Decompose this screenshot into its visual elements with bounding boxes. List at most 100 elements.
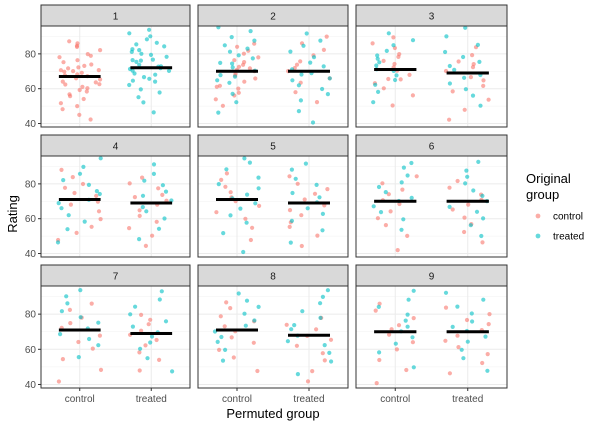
data-point-control [80,181,86,187]
data-point-control [450,89,455,94]
data-point-control [310,369,315,374]
data-point-treated [241,249,246,255]
data-point-treated [149,334,155,339]
data-point-control [487,312,492,317]
data-point-treated [134,59,139,64]
data-point-treated [147,27,152,32]
data-point-treated [98,156,103,161]
y-axis-title: Rating [5,195,20,233]
panel-4: 4 [40,134,191,258]
data-point-treated [321,64,326,69]
data-point-treated [293,176,298,181]
data-point-control [75,58,80,63]
data-point-treated [327,76,332,81]
panel-background [356,156,507,257]
data-point-control [68,321,73,326]
data-point-treated [127,82,132,88]
data-point-control [455,178,460,184]
data-point-treated [256,304,261,309]
data-point-treated [377,350,382,355]
data-point-control [137,213,142,218]
data-point-treated [290,78,295,83]
data-point-treated [76,355,81,360]
facet-strip-label: 4 [113,142,119,153]
data-point-treated [141,100,146,105]
data-point-treated [164,54,169,59]
data-point-treated [478,103,483,108]
data-point-treated [215,339,220,344]
data-point-treated [238,206,243,211]
data-point-control [85,86,90,91]
panel-border [197,285,349,389]
data-point-treated [305,206,310,211]
facet-strip-label: 3 [429,12,435,23]
data-point-control [214,210,219,215]
data-point-control [464,317,470,323]
data-point-treated [447,63,452,69]
data-point-control [218,314,223,319]
data-point-control [481,83,486,88]
data-point-control [79,70,84,75]
data-point-treated [61,178,66,183]
data-point-treated [244,220,249,225]
data-point-treated [371,204,376,209]
data-point-treated [140,193,146,198]
data-point-treated [477,59,482,64]
data-point-treated [144,37,149,42]
x-tick-label: control [380,394,410,405]
data-point-treated [327,350,332,355]
data-point-treated [56,201,61,206]
data-point-control [72,190,77,196]
data-point-treated [320,294,325,299]
data-point-treated [234,100,239,105]
data-point-control [66,66,71,71]
data-point-control [447,185,452,190]
data-point-treated [285,339,290,344]
data-point-control [77,87,82,93]
data-point-control [480,360,485,366]
data-point-control [299,243,304,249]
data-point-treated [376,184,382,190]
x-tick-label: treated [293,394,324,405]
data-point-control [139,328,144,333]
data-point-treated [468,223,473,228]
data-point-treated [77,171,83,176]
data-point-control [88,53,93,58]
data-point-treated [162,216,167,221]
y-tick-label: 80 [25,179,37,190]
data-point-control [139,312,144,317]
data-point-treated [289,327,294,332]
y-tick-label: 80 [25,310,37,321]
data-point-treated [299,72,304,77]
data-point-treated [218,60,223,65]
data-point-control [224,300,229,305]
data-point-treated [376,304,381,309]
data-point-control [293,90,298,95]
data-point-control [98,217,103,222]
data-point-treated [151,171,156,176]
data-point-control [462,107,467,112]
panel-border [355,285,508,389]
data-point-treated [245,46,250,51]
data-point-control [127,181,132,186]
data-point-control [154,337,159,343]
data-point-treated [318,38,323,43]
data-point-treated [148,52,154,58]
data-point-control [255,368,260,374]
data-point-treated [156,226,162,231]
data-point-treated [252,318,257,323]
data-point-control [60,357,65,362]
data-point-control [62,69,67,74]
data-point-control [322,358,327,363]
data-point-control [298,59,303,64]
data-point-control [374,381,379,386]
data-point-treated [403,318,408,323]
data-point-treated [230,61,235,66]
data-point-treated [137,62,142,67]
data-point-treated [256,175,261,180]
data-point-treated [244,298,250,303]
data-point-control [137,208,142,213]
data-point-control [253,76,258,81]
data-point-treated [78,288,83,293]
